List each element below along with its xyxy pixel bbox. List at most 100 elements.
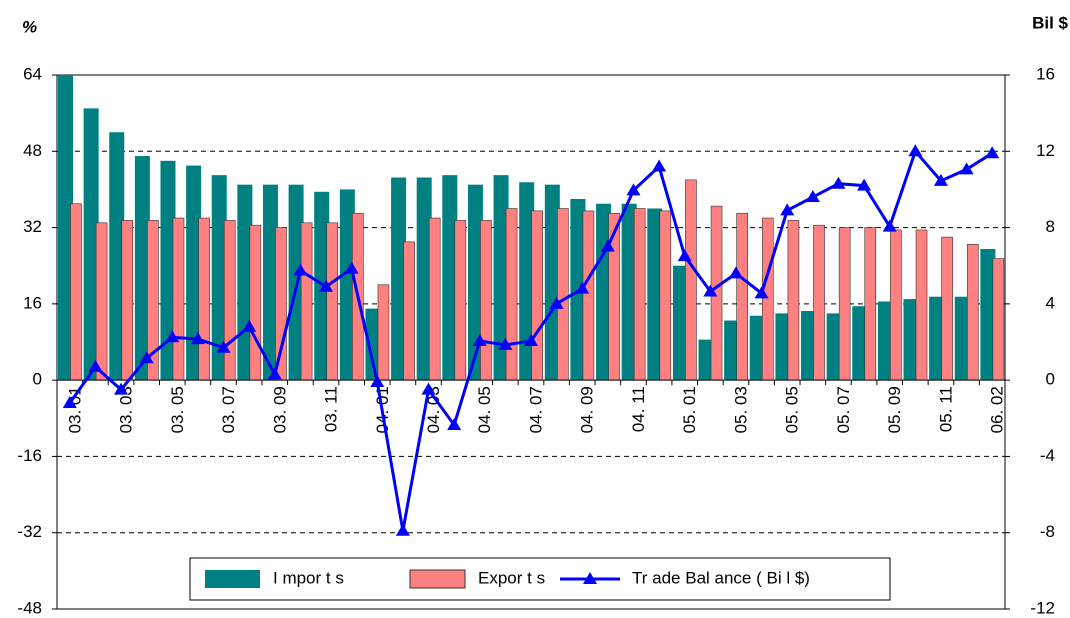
bar [223, 220, 236, 381]
bar [416, 177, 432, 381]
bar [326, 222, 339, 381]
bar [941, 236, 953, 381]
marker [447, 417, 462, 430]
marker [472, 334, 487, 347]
x-tick-label: 03. 11 [322, 386, 341, 432]
y-tick-label: 32 [23, 217, 42, 236]
y-tick-label: -32 [17, 522, 42, 541]
y2-tick-label: 8 [1046, 217, 1055, 236]
bar [852, 306, 868, 381]
marker [549, 296, 564, 309]
marker [805, 190, 820, 203]
bar [198, 217, 210, 381]
x-tick-label: 03. 03 [117, 386, 136, 433]
bar [544, 184, 560, 381]
bar [70, 203, 82, 381]
bar [736, 212, 748, 381]
plot-frame [56, 74, 1006, 610]
bar [724, 320, 740, 381]
x-tick-label: 03. 01 [65, 386, 84, 433]
legend-box [189, 557, 891, 601]
y-tick-label: -48 [17, 598, 42, 617]
bar [300, 222, 313, 381]
y-tick-label: 16 [23, 293, 42, 312]
x-tick-label: 05. 09 [885, 386, 904, 433]
bar [109, 132, 125, 381]
bar [929, 296, 945, 381]
bar [121, 220, 134, 381]
x-tick-label: 05. 01 [680, 386, 699, 433]
x-tick-label: 06. 02 [988, 386, 1007, 433]
marker [908, 144, 923, 157]
y2-tick-label: 12 [1036, 141, 1055, 160]
marker [626, 183, 641, 196]
marker [882, 219, 897, 232]
marker [652, 159, 667, 172]
marker [985, 146, 1000, 159]
x-tick-label: 04. 03 [424, 386, 443, 433]
x-tick-label: 04. 07 [526, 386, 545, 433]
bar [698, 339, 714, 381]
bar [954, 296, 970, 381]
marker [703, 284, 718, 297]
legend-swatch [409, 569, 466, 589]
bar [647, 208, 663, 381]
y2-tick-label: -4 [1040, 446, 1055, 465]
bar [787, 220, 800, 381]
x-tick-label: 05. 05 [783, 386, 802, 433]
y-tick-label: 0 [33, 370, 42, 389]
y2-tick-label: -8 [1040, 522, 1055, 541]
bar [275, 227, 287, 381]
bar [391, 177, 407, 381]
marker [165, 330, 180, 343]
bar [403, 241, 415, 381]
marker [88, 359, 103, 372]
marker [959, 162, 974, 175]
bar [672, 265, 688, 381]
bar [915, 229, 928, 381]
bar [134, 156, 150, 381]
x-tick-label: 05. 11 [936, 386, 955, 432]
bar [633, 208, 646, 381]
bar [557, 208, 569, 381]
bar [966, 243, 979, 381]
bar [877, 301, 893, 381]
bar [980, 249, 996, 381]
x-tick-label: 04. 11 [629, 386, 648, 432]
x-tick-label: 04. 05 [475, 386, 494, 433]
marker [498, 337, 513, 350]
bar [621, 203, 637, 381]
bar [428, 217, 441, 381]
marker [754, 286, 769, 299]
marker [190, 332, 205, 345]
y-tick-label: 64 [23, 64, 42, 83]
bar [83, 108, 99, 381]
bar [685, 179, 697, 381]
bar [314, 191, 330, 381]
marker [600, 239, 615, 252]
marker [524, 334, 538, 347]
marker [267, 367, 282, 380]
legend-marker [583, 572, 597, 584]
legend-swatch [205, 570, 260, 588]
marker [319, 279, 334, 292]
bar [442, 175, 458, 381]
bar [749, 315, 765, 381]
x-tick-label: 03. 07 [219, 386, 238, 433]
x-tick-label: 03. 09 [270, 386, 289, 433]
x-tick-label: 05. 03 [731, 386, 750, 433]
marker [242, 319, 257, 332]
bar [249, 224, 262, 381]
marker [216, 340, 231, 353]
bar [890, 229, 902, 381]
marker [728, 266, 743, 279]
bar [992, 258, 1005, 381]
marker [575, 281, 590, 294]
legend-label: Tr ade Bal ance ( Bi l $) [632, 568, 810, 587]
bar [95, 222, 108, 381]
y2-tick-label: 4 [1046, 293, 1055, 312]
y2-tick-label: 16 [1036, 64, 1055, 83]
marker [421, 382, 436, 395]
marker [857, 178, 872, 191]
